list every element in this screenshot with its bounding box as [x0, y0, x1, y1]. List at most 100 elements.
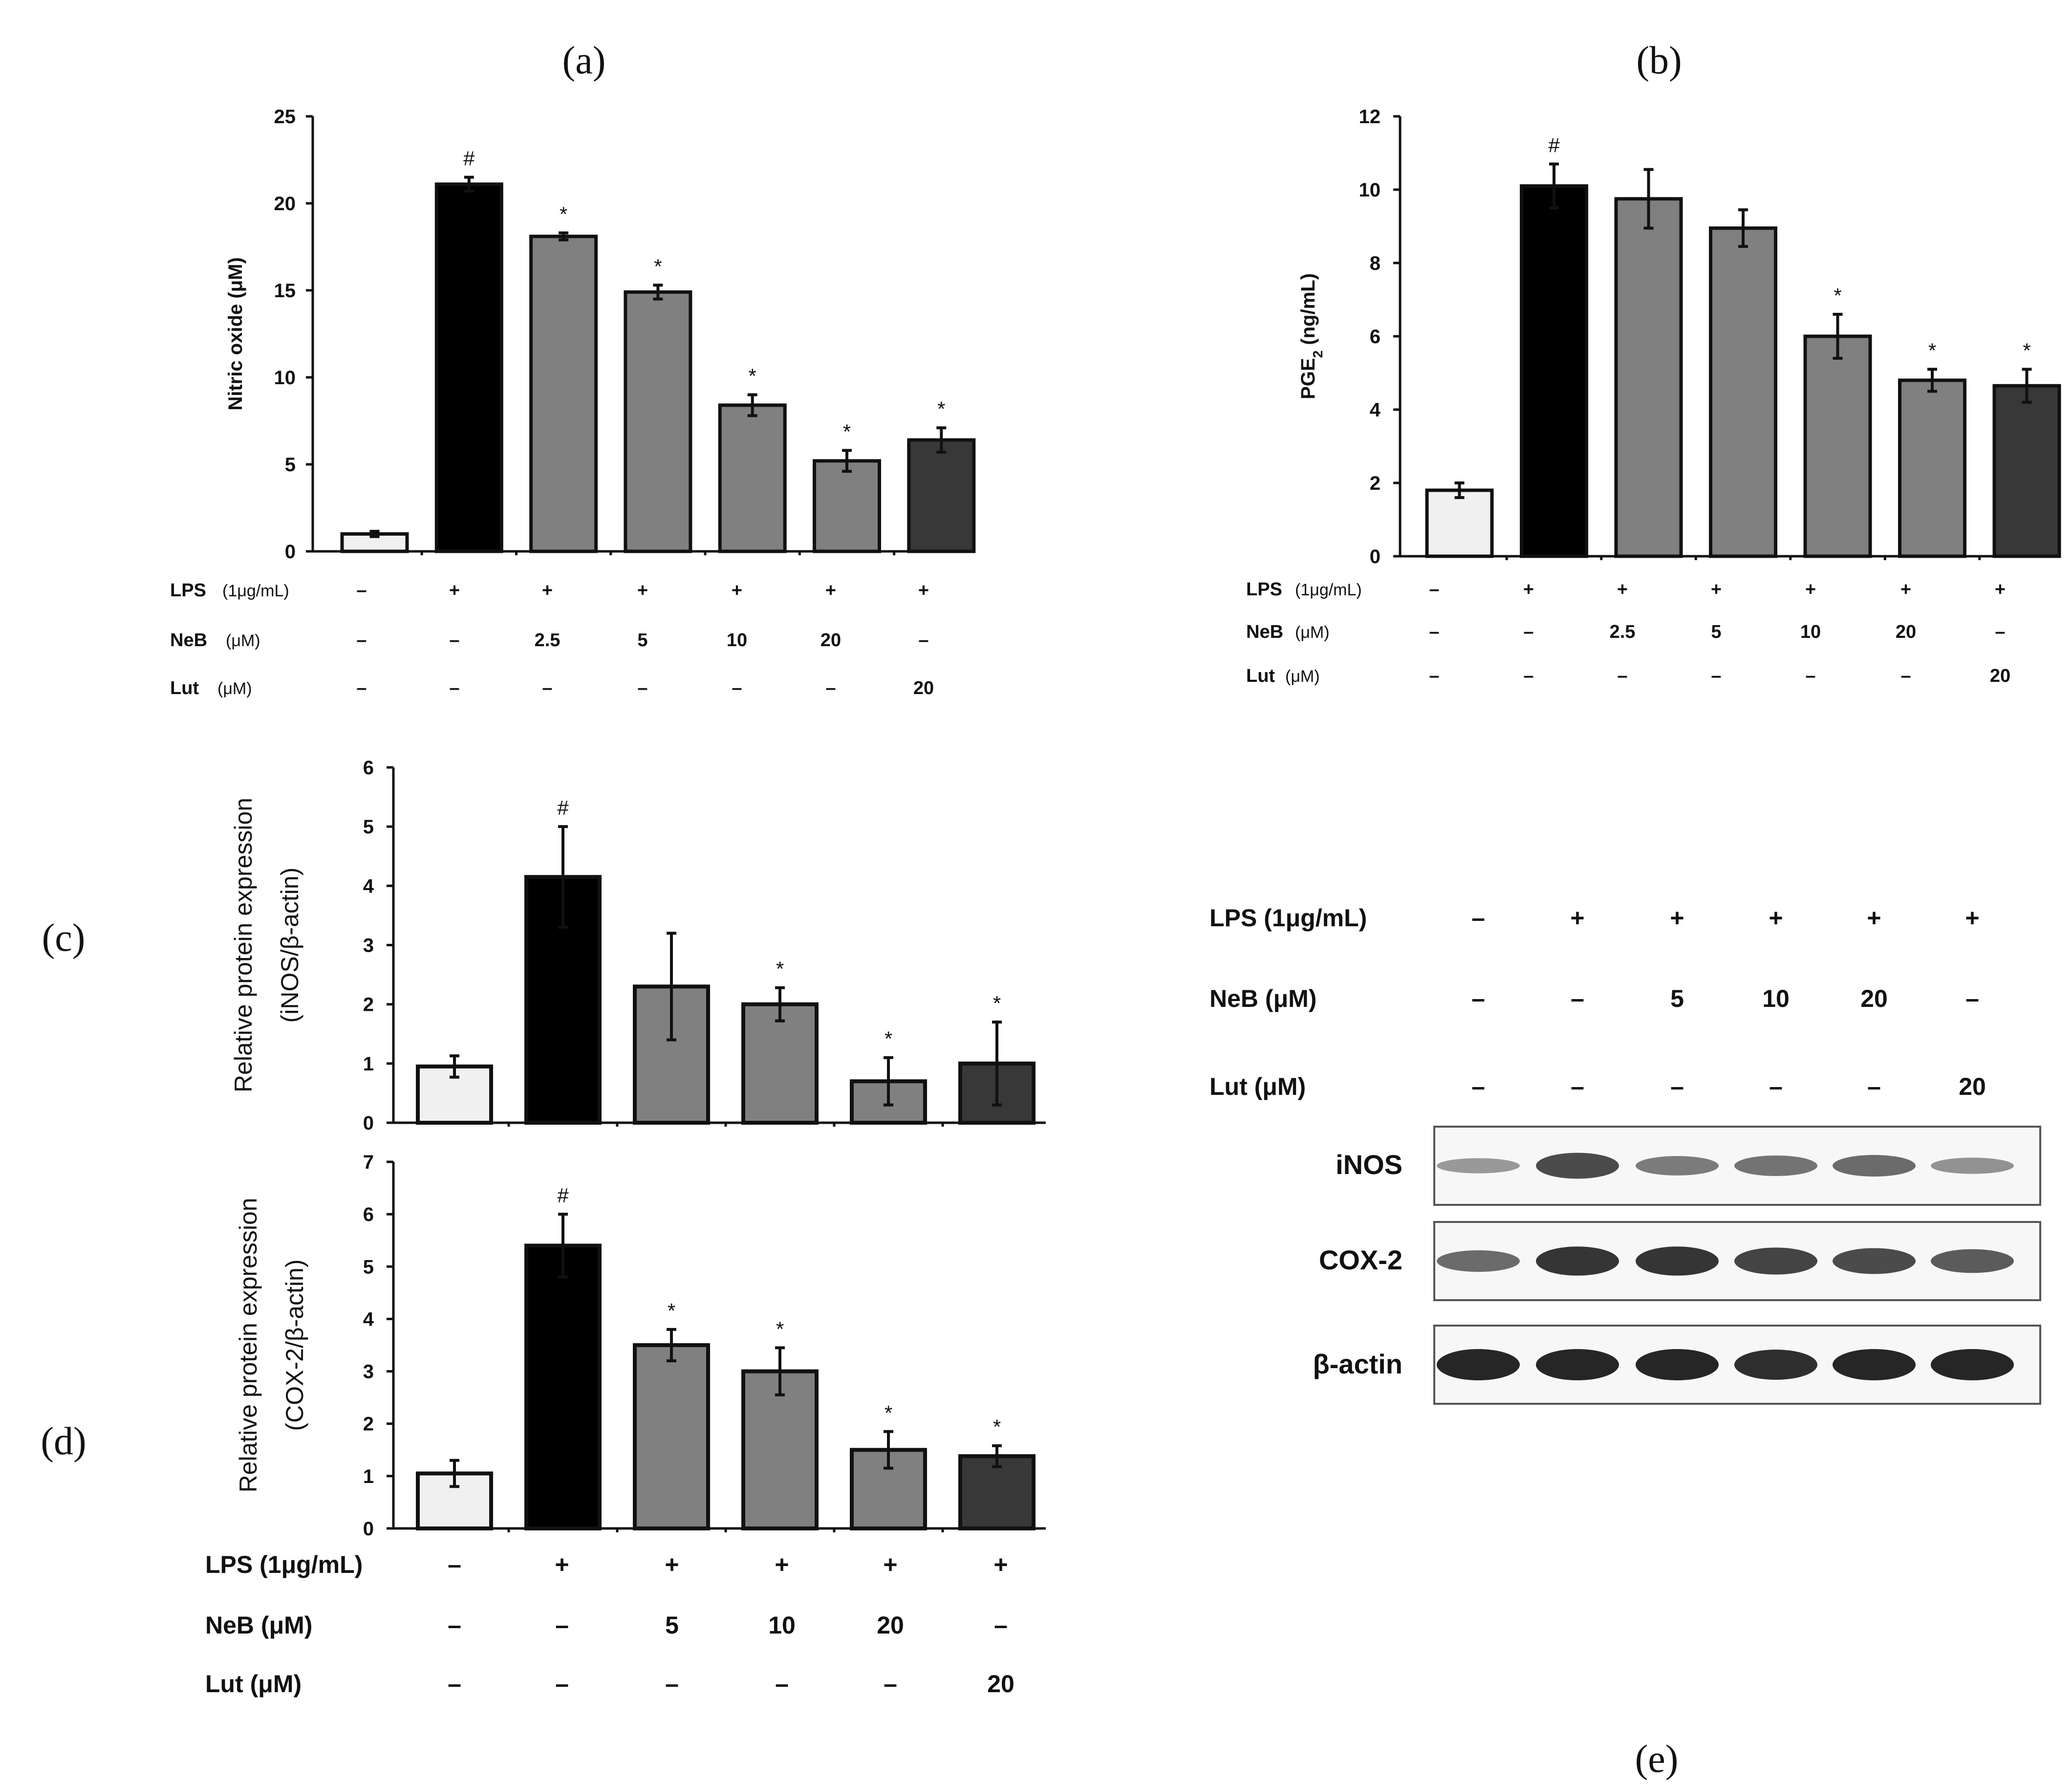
treatment-value: 20	[913, 678, 934, 698]
treatment-unit-neb: (μM)	[1295, 623, 1330, 642]
bar-neb-2.5	[1614, 197, 1683, 558]
treatment-value: 20	[1860, 985, 1888, 1012]
significance-star: *	[843, 420, 851, 443]
y-axis-label-main: PGE	[1297, 358, 1319, 399]
treatment-value: –	[1523, 622, 1533, 642]
y-tick-label: 5	[285, 454, 296, 476]
treatment-value: +	[449, 580, 460, 601]
treatment-value: –	[1429, 579, 1439, 600]
treatment-label-lps: LPS	[1246, 579, 1282, 600]
treatment-value: –	[918, 630, 928, 651]
blot-strip-0	[1433, 1126, 2041, 1206]
treatment-table-e: LPS (1μg/mL) – + + + + + NeB (μM) – – 5 10 20 – Lut (μ…	[1209, 904, 1986, 1100]
treatment-value: –	[449, 630, 459, 651]
treatment-value: –	[1965, 985, 1979, 1012]
western-blot: iNOS COX-2 β-actin	[1313, 1126, 2041, 1405]
blot-band	[1536, 1153, 1619, 1179]
treatment-value: 10	[1762, 985, 1790, 1012]
y-tick-label: 10	[1359, 179, 1381, 201]
panel-label-b: (b)	[1636, 39, 1682, 82]
significance-hash: #	[1548, 134, 1560, 157]
treatment-value: 20	[1959, 1073, 1986, 1100]
chart-cox2-expression: 0 1 2 3 4 5 6 7 # * * * * Relative protein expression…	[235, 1152, 1046, 1540]
treatment-value: –	[637, 678, 648, 698]
treatment-label-neb: NeB	[170, 630, 207, 651]
treatment-unit-lps: (1μg/mL)	[222, 582, 289, 600]
y-axis-label-unit: (ng/mL)	[1297, 273, 1319, 350]
treatment-value: +	[1900, 579, 1911, 600]
treatment-value: –	[1571, 1073, 1584, 1100]
treatment-value: 20	[877, 1612, 904, 1639]
blot-band	[1636, 1246, 1719, 1276]
panel-label-a: (a)	[562, 39, 606, 82]
y-axis-label: Nitric oxide (μM)	[225, 257, 246, 410]
treatment-value: +	[1570, 904, 1584, 932]
bar-neb-2.5	[529, 235, 598, 553]
treatment-value: –	[356, 678, 367, 698]
panel-label-c: (c)	[42, 916, 86, 959]
y-axis-label-line: (iNOS/β-actin)	[276, 868, 303, 1023]
treatment-value: +	[775, 1551, 789, 1578]
treatment-label-neb: NeB	[1246, 622, 1283, 642]
treatment-value: 20	[1990, 666, 2010, 686]
significance-star: *	[993, 1416, 1001, 1438]
y-tick-label: 6	[363, 757, 374, 779]
y-tick-label: 4	[1370, 399, 1381, 421]
y-axis-label-subscript: 2	[1310, 350, 1325, 358]
significance-star: *	[993, 992, 1001, 1015]
y-axis-label-line: Relative protein expression	[230, 798, 257, 1092]
treatment-value: –	[1805, 666, 1815, 686]
treatment-value: 5	[1670, 985, 1684, 1012]
treatment-value: –	[1429, 622, 1439, 642]
treatment-value: –	[448, 1670, 461, 1698]
panel-label-d: (d)	[41, 1420, 86, 1463]
treatment-value: –	[665, 1670, 679, 1698]
y-tick-label: 20	[274, 193, 296, 215]
y-tick-label: 10	[274, 367, 296, 389]
y-tick-label: 1	[363, 1053, 374, 1075]
treatment-value: –	[775, 1670, 789, 1698]
y-tick-label: 2	[363, 1414, 374, 1435]
significance-star: *	[776, 1317, 784, 1340]
blot-band	[1833, 1155, 1916, 1177]
treatment-value: –	[1769, 1073, 1783, 1100]
y-axis-label-line: Relative protein expression	[235, 1198, 262, 1492]
bar-lps	[524, 1243, 602, 1530]
treatment-value: –	[732, 678, 742, 698]
blot-band	[1437, 1349, 1520, 1380]
y-tick-label: 2	[363, 994, 374, 1016]
treatment-value: –	[542, 678, 552, 698]
treatment-value: –	[994, 1612, 1008, 1639]
y-tick-label: 5	[363, 1256, 374, 1278]
treatment-value: 5	[1711, 622, 1721, 642]
treatment-label-neb: NeB (μM)	[205, 1612, 312, 1639]
y-tick-label: 6	[1370, 326, 1381, 348]
bar-neb-10	[1803, 334, 1872, 558]
treatment-value: 20	[987, 1670, 1014, 1698]
treatment-value: +	[732, 580, 742, 601]
blot-band	[1536, 1246, 1619, 1276]
y-tick-label: 8	[1370, 253, 1381, 274]
treatment-value: 5	[665, 1612, 679, 1639]
bar-neb-20	[1898, 378, 1966, 558]
treatment-value: –	[1900, 666, 1911, 686]
treatment-value: –	[1670, 1073, 1684, 1100]
panel-label-e: (e)	[1635, 1738, 1679, 1781]
significance-hash: #	[463, 147, 475, 170]
blot-band	[1833, 1349, 1916, 1380]
y-tick-label: 0	[363, 1518, 374, 1540]
significance-star: *	[668, 1299, 675, 1322]
bar-lps	[434, 182, 503, 553]
treatment-label-lps: LPS (1μg/mL)	[1209, 904, 1367, 932]
treatment-value: –	[1471, 1073, 1485, 1100]
treatment-value: +	[1670, 904, 1684, 932]
treatment-label-lps: LPS (1μg/mL)	[205, 1551, 363, 1578]
chart-inos-expression: 0 1 2 3 4 5 6 # * * * Relative protein expression (i…	[230, 757, 1046, 1134]
significance-hash: #	[557, 1184, 569, 1207]
blot-band	[1931, 1349, 2014, 1380]
significance-star: *	[654, 255, 662, 278]
bar-neb-5	[633, 1343, 710, 1530]
bar-lps	[1520, 184, 1588, 558]
treatment-value: –	[1867, 1073, 1881, 1100]
